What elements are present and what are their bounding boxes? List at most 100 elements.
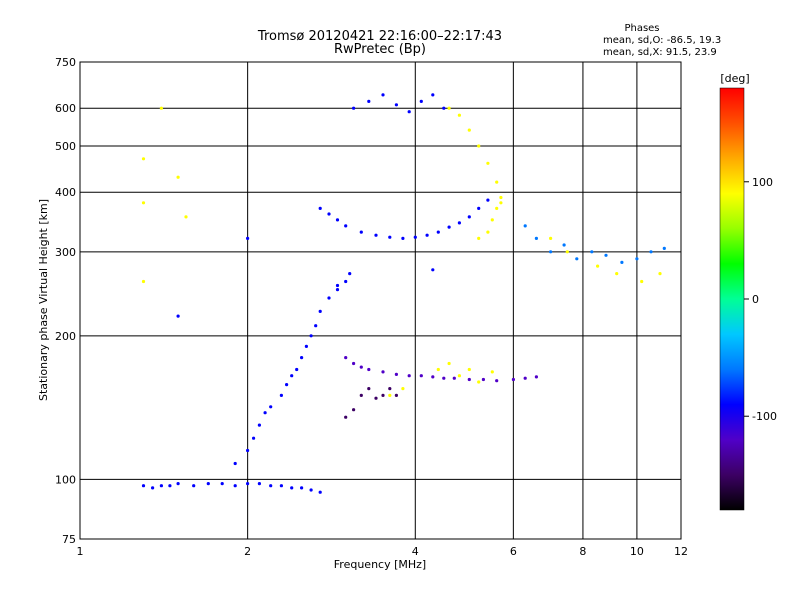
data-point	[565, 250, 569, 254]
data-point	[309, 488, 313, 492]
data-point	[141, 484, 146, 488]
data-point	[457, 374, 461, 378]
data-point	[176, 482, 180, 486]
data-point	[401, 236, 405, 240]
x-axis-label: Frequency [MHz]	[334, 558, 426, 571]
data-point	[523, 376, 527, 380]
data-point	[381, 393, 385, 397]
data-point	[590, 250, 594, 254]
data-point	[534, 236, 539, 240]
phase-line-o: mean, sd,O: -86.5, 19.3	[603, 35, 721, 46]
data-point	[549, 236, 553, 240]
data-point	[290, 374, 294, 378]
data-point	[192, 484, 196, 488]
data-point	[168, 484, 172, 488]
y-axis-label: Stationary phase Virtual Height [km]	[37, 199, 50, 401]
plot-frame	[79, 61, 682, 540]
data-point	[348, 272, 352, 276]
y-tick-label: 300	[55, 246, 76, 259]
y-tick-label: 200	[55, 330, 76, 343]
x-tick-label: 2	[244, 545, 251, 558]
data-point	[176, 314, 180, 318]
data-point	[220, 482, 224, 486]
data-point	[352, 106, 356, 110]
colorbar-label: [deg]	[720, 72, 749, 85]
data-point	[662, 246, 666, 250]
y-tick-label: 100	[55, 473, 76, 486]
data-point	[407, 110, 411, 114]
data-point	[263, 411, 267, 415]
grid-layer	[80, 62, 681, 539]
data-point	[388, 387, 392, 391]
data-point	[442, 106, 446, 110]
data-point	[246, 236, 250, 240]
data-point	[388, 393, 392, 397]
data-point	[549, 250, 553, 254]
data-point	[309, 334, 313, 338]
data-point	[477, 380, 481, 384]
data-point	[477, 144, 481, 148]
data-point	[457, 221, 461, 225]
data-point	[495, 180, 499, 184]
data-point	[477, 236, 481, 240]
data-point	[318, 490, 322, 494]
data-point	[490, 218, 494, 222]
data-point	[344, 224, 348, 228]
data-point	[141, 201, 146, 205]
data-point	[300, 356, 304, 360]
data-point	[431, 375, 435, 379]
data-point	[381, 370, 385, 374]
colorbar-tick-layer: 100 0 -100	[744, 176, 777, 423]
data-point	[388, 235, 392, 239]
data-point	[394, 393, 398, 397]
data-point	[467, 377, 471, 382]
colorbar-tick-label: 0	[752, 293, 759, 306]
phase-line-x: mean, sd,X: 91.5, 23.9	[603, 47, 717, 58]
data-point	[447, 225, 451, 229]
x-tick-label: 10	[630, 545, 644, 558]
chart-title: Tromsø 20120421 22:16:00–22:17:43	[257, 29, 502, 44]
data-point	[327, 212, 331, 216]
data-point	[649, 250, 653, 254]
y-tick-label: 750	[55, 56, 76, 69]
data-point	[481, 377, 485, 382]
data-point	[269, 484, 273, 488]
data-point	[477, 206, 481, 210]
x-tick-label: 1	[77, 545, 84, 558]
data-point	[327, 296, 331, 300]
colorbar-tick-label: 100	[752, 176, 773, 189]
x-tick-label: 8	[579, 545, 586, 558]
data-point	[141, 157, 146, 161]
data-point	[442, 376, 446, 380]
data-point	[344, 279, 348, 284]
data-point	[184, 215, 188, 219]
data-point	[285, 383, 289, 387]
data-point-layer	[141, 93, 666, 494]
phase-heading: Phases	[624, 23, 659, 34]
data-point	[401, 387, 405, 391]
data-point	[425, 233, 429, 237]
data-point	[394, 372, 398, 376]
data-point	[141, 279, 146, 284]
data-point	[511, 377, 515, 382]
data-point	[300, 486, 304, 490]
data-point	[206, 482, 210, 486]
data-point	[233, 484, 237, 488]
data-point	[295, 367, 299, 372]
colorbar	[719, 87, 745, 511]
data-point	[374, 233, 378, 237]
data-point	[381, 93, 385, 97]
data-point	[367, 99, 371, 103]
data-point	[394, 103, 398, 107]
data-point	[447, 361, 451, 366]
data-point	[257, 482, 261, 486]
data-point	[447, 106, 451, 110]
data-point	[499, 201, 503, 205]
data-point	[335, 288, 340, 292]
data-point	[290, 486, 294, 490]
data-point	[596, 264, 600, 268]
data-point	[495, 379, 499, 383]
data-point	[367, 387, 371, 391]
data-point	[279, 393, 283, 397]
